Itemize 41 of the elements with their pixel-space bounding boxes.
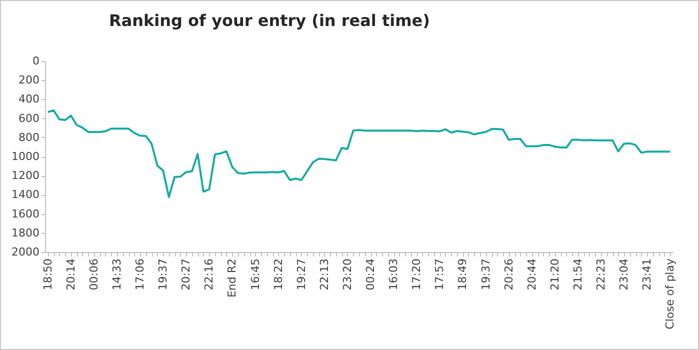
y-tick-label: 600 [18, 112, 40, 125]
x-tick-label: 19:27 [294, 258, 308, 290]
y-tick-label: 1800 [12, 226, 40, 240]
x-tick-label: 22:23 [594, 258, 608, 290]
y-tick-label: 1200 [12, 169, 40, 182]
x-tick-label: 22:13 [318, 258, 331, 290]
x-tick-label: 23:20 [340, 258, 354, 290]
x-tick-label: Close of play [664, 258, 677, 330]
x-tick-label: 20:26 [502, 258, 516, 290]
y-tick-label: 2000 [12, 246, 40, 258]
x-tick-label: 23:04 [618, 258, 631, 290]
line-series [46, 109, 672, 198]
x-tick-label: 21:20 [548, 258, 562, 290]
y-tick-label: 1400 [12, 188, 40, 202]
y-tick-label: 0 [32, 54, 40, 68]
x-tick-label: 20:27 [180, 258, 193, 290]
y-tick-label: 1000 [12, 150, 40, 163]
y-tick-label: 400 [18, 92, 40, 106]
x-tick-label: 19:37 [156, 258, 170, 290]
x-tick-label: 00:06 [87, 258, 100, 290]
chart-title: Ranking of your entry (in real time) [109, 11, 430, 30]
x-tick-label: 21:54 [571, 258, 584, 290]
x-tick-label: End R2 [226, 258, 239, 298]
x-tick-label: 19:37 [479, 258, 492, 290]
x-tick-label: 18:22 [272, 258, 285, 290]
y-tick-label: 800 [18, 130, 40, 144]
y-tick-label: 1600 [12, 207, 40, 220]
x-tick-label: 14:33 [110, 258, 124, 290]
x-tick-label: 16:03 [387, 258, 400, 290]
x-tick-label: 20:44 [525, 258, 538, 290]
x-tick-label: 16:45 [248, 258, 262, 290]
x-tick-label: 18:50 [41, 258, 54, 290]
x-tick-label: 18:49 [456, 258, 470, 290]
x-tick-label: 17:06 [134, 258, 147, 290]
x-tick-label: 00:24 [364, 258, 378, 290]
x-tick-label: 20:14 [64, 258, 78, 290]
x-tick-label: 22:16 [202, 258, 216, 290]
x-tick-label: 17:57 [433, 258, 446, 290]
y-tick-label: 200 [18, 74, 40, 87]
x-tick-label: 17:20 [410, 258, 424, 290]
x-tick-label: 23:41 [640, 258, 654, 290]
